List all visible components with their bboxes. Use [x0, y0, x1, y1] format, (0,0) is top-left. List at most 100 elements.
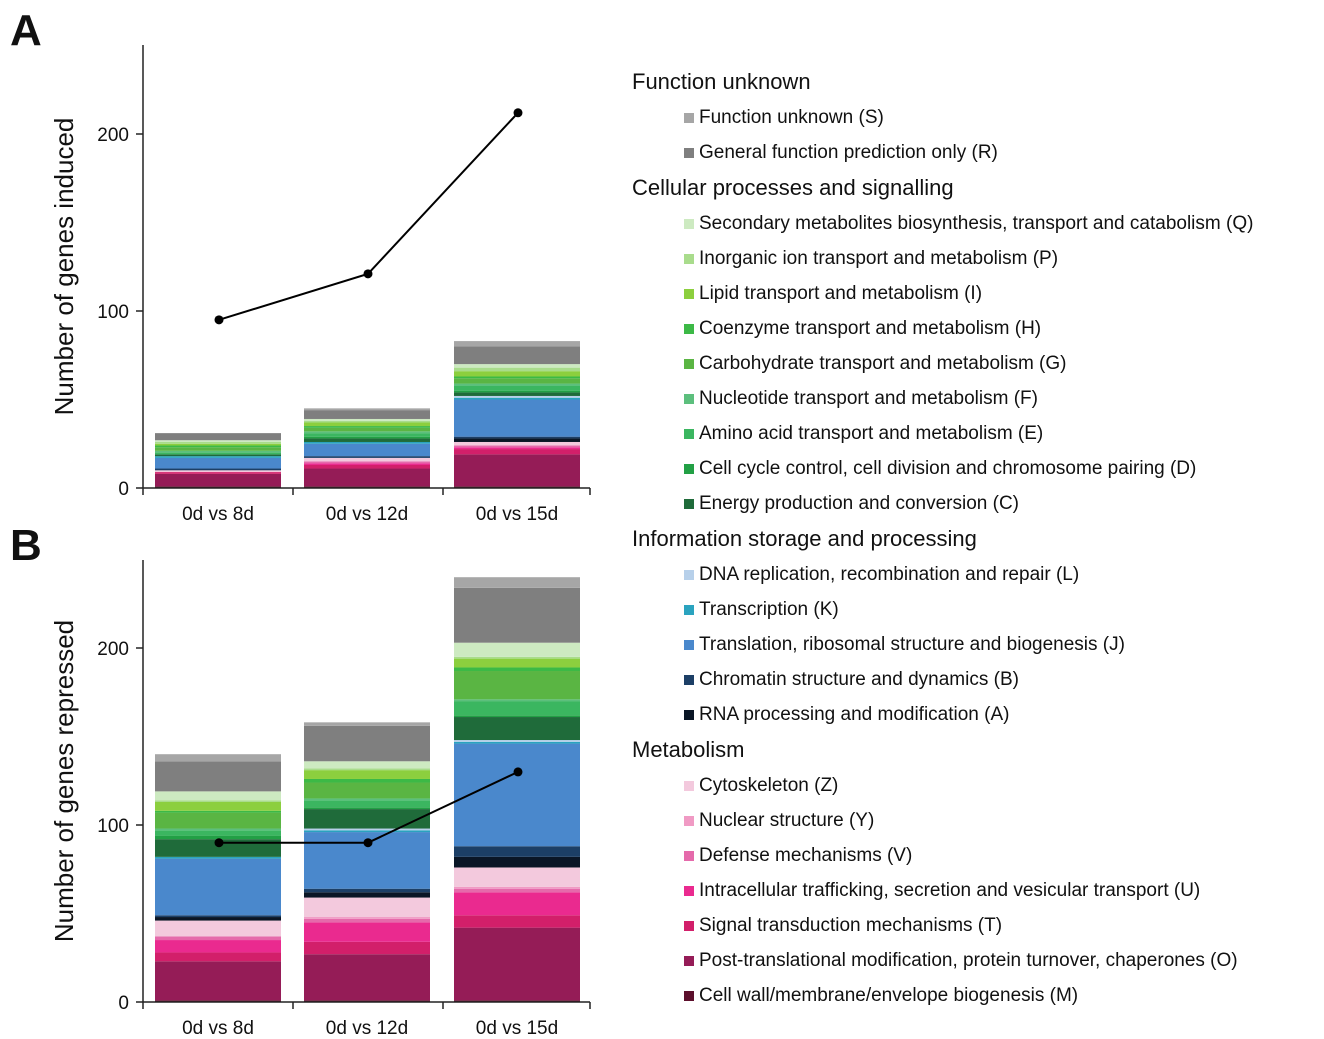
bar-segment: [155, 486, 281, 488]
legend-label: Cytoskeleton (Z): [699, 775, 839, 796]
bar-segment: [454, 395, 580, 398]
legend-swatch: [684, 604, 694, 615]
bar-segment: [155, 940, 281, 953]
legend-label: General function prediction only (R): [699, 142, 998, 163]
bar-segment: [304, 761, 430, 769]
bar-segment: [454, 741, 580, 744]
bar-segment: [155, 440, 281, 442]
bar-segment: [155, 441, 281, 444]
legend-item: Energy production and conversion (C): [632, 486, 1322, 521]
bar-segment: [304, 433, 430, 437]
bar-segment: [155, 830, 281, 836]
legend-label: Cell wall/membrane/envelope biogenesis (…: [699, 985, 1079, 1006]
bar-segment: [155, 1000, 281, 1002]
legend-swatch: [684, 428, 694, 439]
legend-label: Translation, ribosomal structure and bio…: [699, 634, 1125, 655]
bar-segment: [155, 470, 281, 473]
legend-group-title: Function unknown: [632, 69, 811, 94]
legend-swatch: [684, 253, 694, 264]
bar-segment: [454, 743, 580, 847]
bar-segment: [304, 918, 430, 923]
bar-segment: [454, 438, 580, 442]
bar-segment: [454, 399, 580, 437]
bar-segment: [155, 961, 281, 1001]
bar-segment: [454, 846, 580, 857]
bar-segment: [304, 436, 430, 439]
bar-segment: [454, 445, 580, 448]
bar-segment: [454, 927, 580, 1001]
bar-segment: [304, 486, 430, 488]
bar-segment: [304, 782, 430, 799]
legend-item: Coenzyme transport and metabolism (H): [632, 311, 1322, 346]
bar-segment: [155, 828, 281, 831]
bar-segment: [155, 952, 281, 962]
bar-segment: [155, 445, 281, 448]
total-line-point: [513, 767, 523, 777]
legend-swatch: [684, 990, 694, 1001]
bar-segment: [304, 426, 430, 428]
total-line: [218, 112, 519, 321]
legend-label: Chromatin structure and dynamics (B): [699, 669, 1019, 690]
legend-label: Cell cycle control, cell division and ch…: [699, 458, 1197, 479]
legend-group-title: Cellular processes and signalling: [632, 175, 954, 200]
y-tick-label: 0: [118, 479, 129, 500]
bar-segment: [304, 768, 430, 771]
total-line-point: [513, 108, 523, 118]
bar-segment: [304, 800, 430, 808]
legend-item: Inorganic ion transport and metabolism (…: [632, 241, 1322, 276]
legend-label: Intracellular trafficking, secretion and…: [699, 880, 1201, 901]
legend-label: Inorganic ion transport and metabolism (…: [699, 248, 1059, 269]
bar-segment: [454, 441, 580, 446]
legend-swatch: [684, 323, 694, 334]
legend-item: Nucleotide transport and metabolism (F): [632, 381, 1322, 416]
legend-label: Lipid transport and metabolism (I): [699, 283, 983, 304]
legend-item: Amino acid transport and metabolism (E): [632, 416, 1322, 451]
bar-segment: [454, 886, 580, 889]
bar-segment: [304, 954, 430, 1001]
bar-segment: [454, 454, 580, 487]
x-tick-label: 0d vs 15d: [476, 1018, 558, 1039]
chart-panel-a: A Number of genes induced 0d vs 8d 0d vs 12…: [10, 6, 591, 525]
y-tick-label: 100: [97, 302, 129, 323]
bar-segment: [155, 472, 281, 474]
legend-item: Secondary metabolites biosynthesis, tran…: [632, 206, 1322, 241]
x-tick-label: 0d vs 15d: [476, 504, 558, 525]
bar-segment: [304, 1000, 430, 1002]
legend-swatch: [684, 463, 694, 474]
legend-item: Cell wall/membrane/envelope biogenesis (…: [632, 978, 1322, 1013]
legend-swatch: [684, 569, 694, 580]
bar-segment: [304, 778, 430, 783]
legend-item: Carbohydrate transport and metabolism (G…: [632, 346, 1322, 381]
bar-segment: [454, 383, 580, 386]
bar-segment: [155, 835, 281, 840]
bar-segment: [304, 892, 430, 898]
legend-item: Transcription (K): [632, 592, 1322, 627]
bar-segment: [454, 378, 580, 384]
legend-item: Defense mechanisms (V): [632, 838, 1322, 873]
total-line-point: [363, 838, 373, 848]
y-tick-label: 200: [97, 125, 129, 146]
bar-segment: [454, 436, 580, 439]
bar-segment: [304, 456, 430, 458]
legend-item: Cytoskeleton (Z): [632, 768, 1322, 803]
bar-segment: [304, 468, 430, 487]
legend-item: DNA replication, recombination and repai…: [632, 557, 1322, 592]
bar-segment: [304, 888, 430, 893]
bar-segment: [454, 385, 580, 391]
legend-swatch: [684, 498, 694, 509]
legend: Function unknown Function unknown (S) Gene…: [632, 64, 1322, 1013]
legend-label: Secondary metabolites biosynthesis, tran…: [699, 213, 1254, 234]
chart-panel-b: B Number of genes repressed 0d vs 8d 0d vs …: [10, 521, 591, 1039]
bar-segment: [454, 390, 580, 393]
legend-label: Function unknown (S): [699, 107, 884, 128]
total-line-point: [214, 838, 224, 848]
legend-item: Nuclear structure (Y): [632, 803, 1322, 838]
y-tick-label: 200: [97, 639, 129, 660]
legend-swatch: [684, 709, 694, 720]
legend-label: Amino acid transport and metabolism (E): [699, 423, 1044, 444]
legend-swatch: [684, 674, 694, 685]
total-line-point: [363, 269, 373, 279]
bar-segment: [454, 867, 580, 887]
bar-segment: [155, 812, 281, 829]
